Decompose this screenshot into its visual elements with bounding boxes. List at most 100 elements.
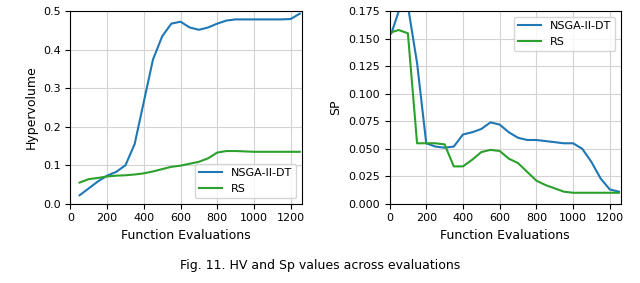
RS bbox=[524, 170, 531, 173]
NSGA-II-DT bbox=[505, 130, 513, 134]
NSGA-II-DT bbox=[149, 58, 157, 61]
NSGA-II-DT bbox=[514, 136, 522, 140]
NSGA-II-DT bbox=[85, 187, 93, 190]
RS bbox=[296, 150, 303, 153]
NSGA-II-DT bbox=[287, 17, 294, 21]
RS bbox=[158, 168, 166, 171]
RS bbox=[404, 32, 412, 35]
NSGA-II-DT bbox=[103, 174, 111, 177]
RS bbox=[278, 150, 285, 153]
RS bbox=[241, 150, 248, 153]
RS bbox=[177, 164, 184, 167]
NSGA-II-DT bbox=[241, 18, 248, 21]
Line: NSGA-II-DT: NSGA-II-DT bbox=[392, 6, 619, 192]
RS bbox=[468, 158, 476, 162]
RS bbox=[496, 149, 504, 153]
NSGA-II-DT bbox=[588, 160, 595, 164]
NSGA-II-DT bbox=[388, 32, 396, 35]
RS bbox=[140, 172, 148, 175]
NSGA-II-DT bbox=[278, 18, 285, 21]
RS bbox=[122, 173, 129, 177]
NSGA-II-DT bbox=[140, 100, 148, 104]
RS bbox=[514, 161, 522, 165]
RS bbox=[450, 165, 458, 168]
Line: NSGA-II-DT: NSGA-II-DT bbox=[79, 14, 300, 195]
NSGA-II-DT bbox=[122, 164, 129, 167]
NSGA-II-DT bbox=[579, 147, 586, 151]
X-axis label: Function Evaluations: Function Evaluations bbox=[121, 229, 251, 242]
NSGA-II-DT bbox=[569, 142, 577, 145]
RS bbox=[606, 191, 614, 194]
NSGA-II-DT bbox=[94, 180, 102, 183]
RS bbox=[579, 191, 586, 194]
RS bbox=[477, 150, 485, 154]
RS bbox=[186, 162, 193, 166]
NSGA-II-DT bbox=[468, 130, 476, 134]
RS bbox=[615, 191, 623, 194]
RS bbox=[76, 181, 83, 184]
RS bbox=[195, 160, 203, 164]
NSGA-II-DT bbox=[177, 20, 184, 23]
NSGA-II-DT bbox=[113, 170, 120, 173]
NSGA-II-DT bbox=[413, 61, 421, 65]
NSGA-II-DT bbox=[213, 22, 221, 25]
RS bbox=[131, 173, 138, 176]
NSGA-II-DT bbox=[158, 35, 166, 38]
NSGA-II-DT bbox=[596, 177, 604, 180]
RS bbox=[422, 142, 430, 145]
RS bbox=[532, 179, 540, 182]
RS bbox=[223, 149, 230, 153]
Legend: NSGA-II-DT, RS: NSGA-II-DT, RS bbox=[514, 17, 615, 51]
NSGA-II-DT bbox=[431, 145, 439, 148]
RS bbox=[94, 176, 102, 180]
RS bbox=[486, 148, 494, 152]
NSGA-II-DT bbox=[268, 18, 276, 21]
NSGA-II-DT bbox=[232, 18, 239, 21]
RS bbox=[551, 187, 559, 190]
RS bbox=[85, 177, 93, 181]
RS bbox=[505, 157, 513, 160]
RS bbox=[268, 150, 276, 153]
RS bbox=[441, 143, 449, 146]
RS bbox=[103, 175, 111, 178]
Legend: NSGA-II-DT, RS: NSGA-II-DT, RS bbox=[195, 164, 296, 198]
NSGA-II-DT bbox=[395, 10, 403, 13]
NSGA-II-DT bbox=[496, 123, 504, 126]
NSGA-II-DT bbox=[296, 12, 303, 15]
NSGA-II-DT bbox=[204, 26, 212, 29]
RS bbox=[431, 142, 439, 145]
NSGA-II-DT bbox=[532, 138, 540, 142]
RS bbox=[149, 170, 157, 173]
NSGA-II-DT bbox=[524, 138, 531, 142]
RS bbox=[588, 191, 595, 194]
Text: Fig. 11. HV and Sp values across evaluations: Fig. 11. HV and Sp values across evaluat… bbox=[180, 259, 460, 272]
NSGA-II-DT bbox=[450, 145, 458, 148]
NSGA-II-DT bbox=[551, 140, 559, 144]
NSGA-II-DT bbox=[76, 194, 83, 197]
RS bbox=[213, 151, 221, 154]
NSGA-II-DT bbox=[259, 18, 267, 21]
X-axis label: Function Evaluations: Function Evaluations bbox=[440, 229, 570, 242]
RS bbox=[560, 190, 568, 193]
RS bbox=[232, 149, 239, 153]
RS bbox=[204, 157, 212, 160]
NSGA-II-DT bbox=[606, 188, 614, 191]
NSGA-II-DT bbox=[404, 4, 412, 8]
Y-axis label: Hypervolume: Hypervolume bbox=[24, 66, 37, 149]
NSGA-II-DT bbox=[459, 133, 467, 136]
NSGA-II-DT bbox=[250, 18, 258, 21]
NSGA-II-DT bbox=[131, 142, 138, 146]
Line: RS: RS bbox=[392, 30, 619, 193]
NSGA-II-DT bbox=[422, 142, 430, 145]
NSGA-II-DT bbox=[541, 140, 549, 143]
RS bbox=[168, 165, 175, 168]
NSGA-II-DT bbox=[560, 142, 568, 145]
Line: RS: RS bbox=[79, 151, 300, 183]
Y-axis label: SP: SP bbox=[330, 100, 342, 115]
RS bbox=[596, 191, 604, 194]
RS bbox=[250, 150, 258, 153]
RS bbox=[388, 31, 396, 34]
NSGA-II-DT bbox=[615, 190, 623, 193]
NSGA-II-DT bbox=[486, 121, 494, 124]
NSGA-II-DT bbox=[195, 28, 203, 31]
